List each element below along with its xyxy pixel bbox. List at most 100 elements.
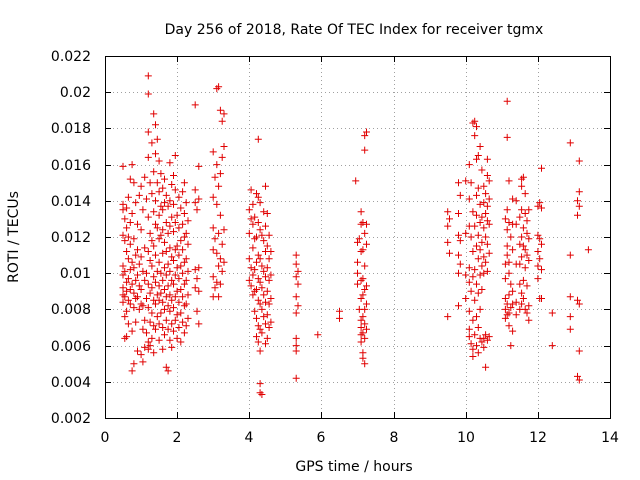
data-point — [446, 215, 453, 223]
data-point — [144, 248, 152, 255]
data-point — [159, 184, 167, 192]
data-point — [361, 286, 369, 293]
data-point — [150, 322, 158, 330]
data-point — [516, 213, 524, 221]
data-point — [467, 179, 475, 187]
data-point — [512, 197, 520, 205]
data-point — [471, 132, 479, 140]
x-tick-label: 10 — [457, 430, 475, 446]
data-point — [159, 206, 167, 214]
data-point — [141, 244, 149, 252]
data-point — [180, 210, 188, 217]
data-point — [179, 269, 187, 277]
data-point — [155, 282, 163, 290]
data-point — [161, 175, 168, 183]
data-point — [121, 215, 129, 223]
data-point — [359, 354, 367, 362]
data-point — [525, 302, 533, 310]
data-point — [265, 255, 273, 263]
data-point — [471, 331, 479, 339]
data-point — [469, 345, 477, 353]
data-point — [501, 305, 509, 313]
data-point — [148, 237, 156, 245]
data-point — [173, 242, 181, 250]
data-point — [168, 253, 176, 261]
data-point — [363, 240, 370, 248]
data-point — [523, 251, 531, 259]
data-point — [177, 338, 185, 346]
y-tick-label: 0.002 — [51, 411, 91, 427]
data-point — [357, 295, 365, 302]
data-point — [523, 309, 531, 317]
data-point — [159, 345, 167, 353]
data-point — [135, 260, 143, 268]
data-point — [213, 161, 221, 169]
data-point — [359, 313, 367, 321]
data-point — [254, 296, 262, 304]
x-tick-label: 12 — [529, 430, 547, 446]
data-point — [124, 233, 132, 241]
data-point — [482, 331, 490, 339]
data-point — [566, 293, 574, 301]
data-point — [518, 182, 526, 190]
data-point — [474, 255, 482, 263]
data-point — [292, 260, 300, 268]
data-point — [507, 280, 515, 288]
data-point — [148, 139, 156, 147]
data-point — [518, 175, 526, 183]
data-point — [474, 152, 482, 159]
data-point — [538, 266, 545, 274]
data-point — [292, 374, 300, 382]
data-point — [256, 255, 264, 263]
data-point — [141, 173, 149, 181]
data-point — [168, 343, 176, 351]
data-point — [216, 280, 224, 288]
data-point — [262, 182, 269, 190]
data-point — [209, 246, 217, 254]
data-point — [150, 110, 158, 118]
data-point — [166, 291, 174, 299]
data-point — [155, 157, 163, 165]
data-point — [157, 202, 165, 210]
data-point — [456, 260, 464, 268]
data-point — [137, 226, 145, 234]
data-point — [150, 273, 158, 281]
data-point — [180, 233, 188, 241]
data-point — [195, 287, 203, 295]
data-point — [164, 202, 172, 210]
data-point — [456, 191, 464, 199]
data-point — [262, 320, 269, 328]
data-point — [566, 325, 574, 333]
data-point — [213, 200, 221, 208]
data-point — [574, 211, 581, 219]
data-point — [566, 139, 574, 147]
data-point — [179, 220, 187, 228]
y-tick-label: 0.014 — [51, 194, 91, 210]
data-point — [263, 311, 271, 319]
data-point — [518, 300, 526, 308]
data-point — [575, 157, 583, 165]
data-point — [146, 179, 154, 187]
data-point — [480, 224, 488, 232]
data-point — [146, 318, 154, 326]
data-point — [534, 202, 542, 210]
data-point — [518, 206, 526, 214]
data-point — [141, 276, 149, 284]
data-point — [130, 235, 138, 243]
data-point — [519, 276, 527, 284]
x-tick-label: 14 — [601, 430, 619, 446]
data-point — [152, 300, 159, 308]
data-point — [361, 132, 369, 140]
data-point — [124, 255, 132, 263]
x-tick-label: 4 — [245, 430, 254, 446]
data-point — [126, 286, 134, 293]
data-point — [471, 296, 479, 304]
data-point — [143, 269, 150, 277]
data-point — [480, 269, 488, 277]
data-point — [166, 244, 174, 252]
data-point — [152, 220, 159, 228]
data-point — [213, 85, 221, 93]
data-point — [518, 233, 526, 241]
data-point — [146, 257, 154, 264]
